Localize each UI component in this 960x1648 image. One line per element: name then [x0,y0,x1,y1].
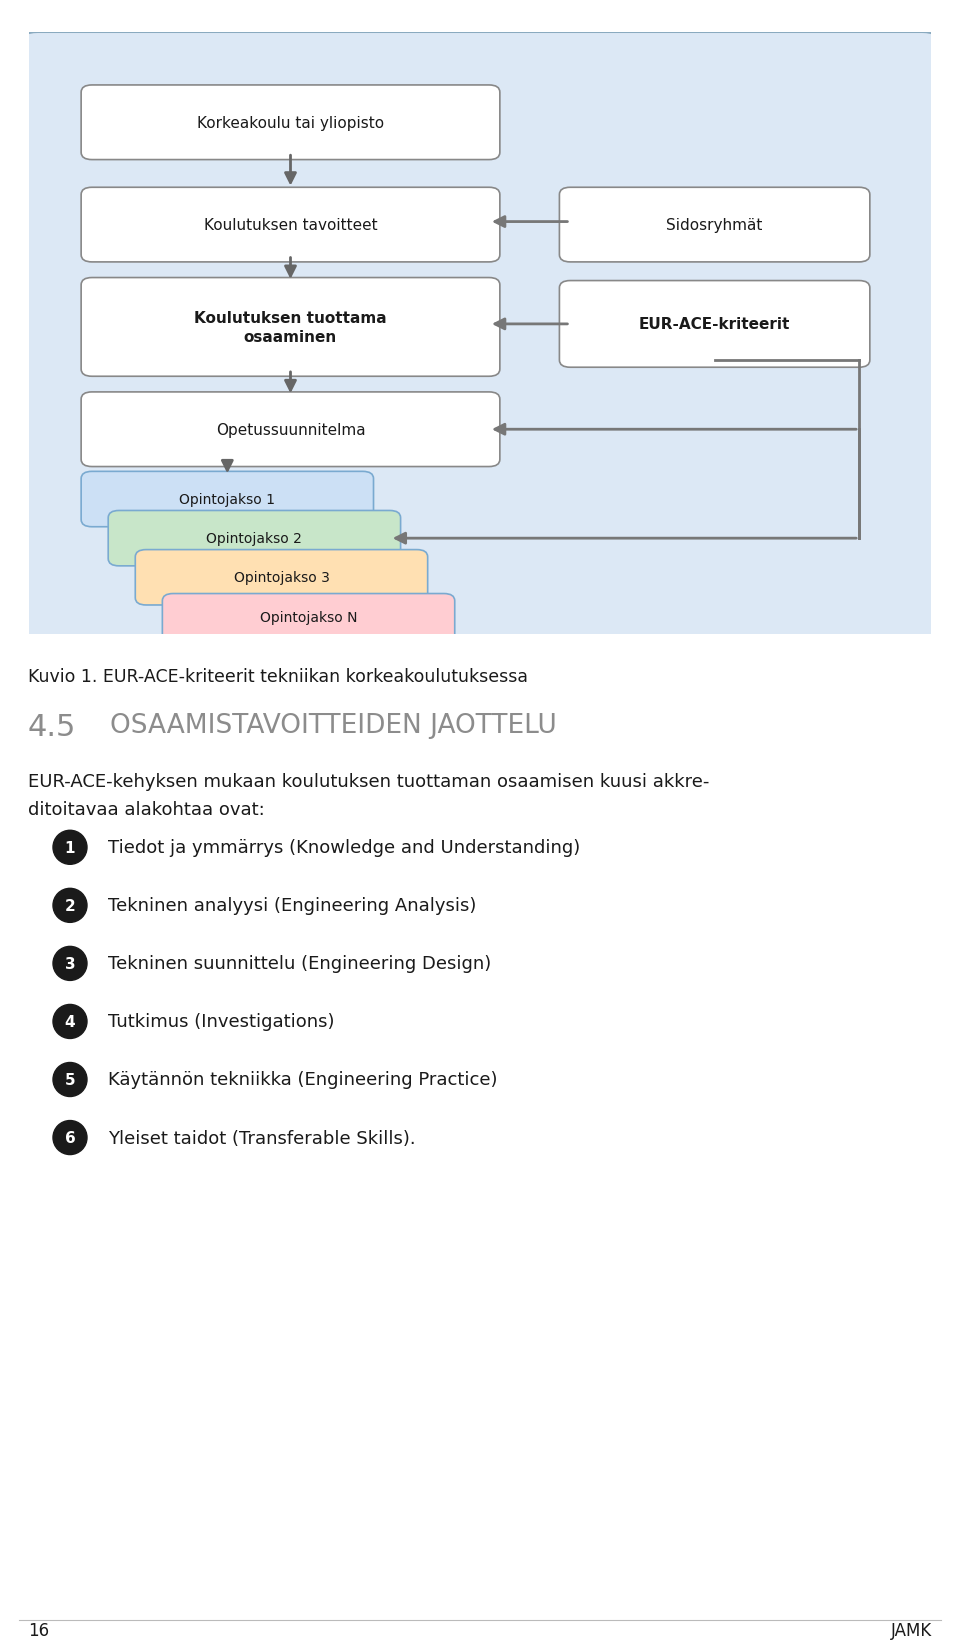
FancyBboxPatch shape [162,595,455,641]
Text: 5: 5 [64,1073,75,1088]
Text: OSAAMISTAVOITTEIDEN JAOTTELU: OSAAMISTAVOITTEIDEN JAOTTELU [110,712,557,738]
Text: Tiedot ja ymmärrys (Knowledge and Understanding): Tiedot ja ymmärrys (Knowledge and Unders… [108,839,580,857]
Circle shape [53,948,87,981]
FancyBboxPatch shape [82,279,500,377]
Text: EUR-ACE-kriteerit: EUR-ACE-kriteerit [639,316,790,333]
Text: Opetussuunnitelma: Opetussuunnitelma [216,422,366,437]
Text: Opintojakso 3: Opintojakso 3 [233,570,329,585]
Text: Tekninen analyysi (Engineering Analysis): Tekninen analyysi (Engineering Analysis) [108,897,476,915]
Text: Koulutuksen tuottama
osaaminen: Koulutuksen tuottama osaaminen [194,310,387,344]
Text: EUR-ACE-kehyksen mukaan koulutuksen tuottaman osaamisen kuusi akkre-: EUR-ACE-kehyksen mukaan koulutuksen tuot… [28,773,709,791]
Text: Yleiset taidot (Transferable Skills).: Yleiset taidot (Transferable Skills). [108,1129,416,1147]
Text: JAMK: JAMK [891,1622,932,1640]
FancyBboxPatch shape [82,86,500,160]
FancyBboxPatch shape [108,511,400,567]
Text: Opintojakso 2: Opintojakso 2 [206,532,302,545]
Text: Kuvio 1. EUR-ACE-kriteerit tekniikan korkeakoulutuksessa: Kuvio 1. EUR-ACE-kriteerit tekniikan kor… [28,667,528,686]
Text: ditoitavaa alakohtaa ovat:: ditoitavaa alakohtaa ovat: [28,801,265,819]
Text: 1: 1 [64,840,75,855]
Text: Korkeakoulu tai yliopisto: Korkeakoulu tai yliopisto [197,115,384,130]
Circle shape [53,1121,87,1155]
Text: Opintojakso N: Opintojakso N [260,611,357,625]
Text: 3: 3 [64,956,75,971]
Text: 2: 2 [64,898,76,913]
FancyBboxPatch shape [82,392,500,468]
Circle shape [53,831,87,865]
FancyBboxPatch shape [82,188,500,262]
Text: Tutkimus (Investigations): Tutkimus (Investigations) [108,1014,334,1030]
Text: 6: 6 [64,1131,76,1145]
Text: Tekninen suunnittelu (Engineering Design): Tekninen suunnittelu (Engineering Design… [108,954,492,972]
Text: Käytännön tekniikka (Engineering Practice): Käytännön tekniikka (Engineering Practic… [108,1071,497,1089]
Text: Sidosryhmät: Sidosryhmät [666,218,763,232]
Text: Koulutuksen tavoitteet: Koulutuksen tavoitteet [204,218,377,232]
FancyBboxPatch shape [135,550,427,605]
Text: 4.5: 4.5 [28,712,77,742]
Circle shape [53,1005,87,1038]
FancyBboxPatch shape [20,33,940,641]
FancyBboxPatch shape [560,188,870,262]
FancyBboxPatch shape [82,471,373,527]
FancyBboxPatch shape [560,282,870,368]
Text: 16: 16 [28,1622,49,1640]
Text: 4: 4 [64,1014,75,1030]
Circle shape [53,1063,87,1098]
Circle shape [53,888,87,923]
Text: Opintojakso 1: Opintojakso 1 [180,493,276,506]
